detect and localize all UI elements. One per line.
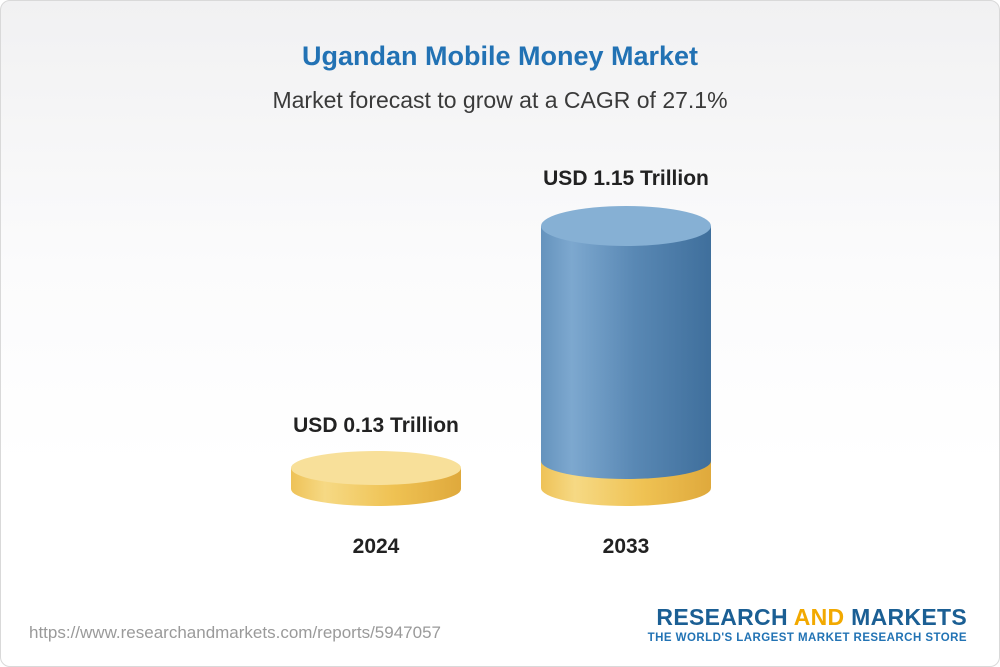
source-url: https://www.researchandmarkets.com/repor… — [29, 623, 441, 642]
logo-word-and: AND — [793, 604, 845, 630]
value-label-2024: USD 0.13 Trillion — [293, 414, 459, 437]
page-subtitle: Market forecast to grow at a CAGR of 27.… — [272, 87, 728, 113]
logo-word-markets: MARKETS — [851, 604, 967, 630]
page-title: Ugandan Mobile Money Market — [301, 41, 699, 71]
logo-wordmark: RESEARCH AND MARKETS — [648, 605, 967, 629]
bar-2024 — [291, 451, 461, 506]
logo-tagline: THE WORLD'S LARGEST MARKET RESEARCH STOR… — [647, 632, 967, 645]
axis-label-2024: 2024 — [352, 535, 400, 558]
logo-word-research: RESEARCH — [656, 604, 788, 630]
value-label-2033: USD 1.15 Trillion — [543, 167, 709, 190]
research-and-markets-logo: RESEARCH AND MARKETS THE WORLD'S LARGEST… — [648, 605, 967, 644]
axis-label-2033: 2033 — [602, 535, 650, 558]
bar-2033 — [541, 206, 711, 506]
